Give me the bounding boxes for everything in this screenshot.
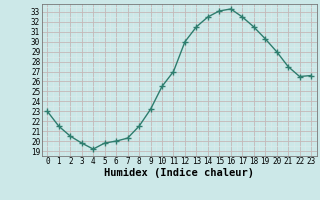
- X-axis label: Humidex (Indice chaleur): Humidex (Indice chaleur): [104, 168, 254, 178]
